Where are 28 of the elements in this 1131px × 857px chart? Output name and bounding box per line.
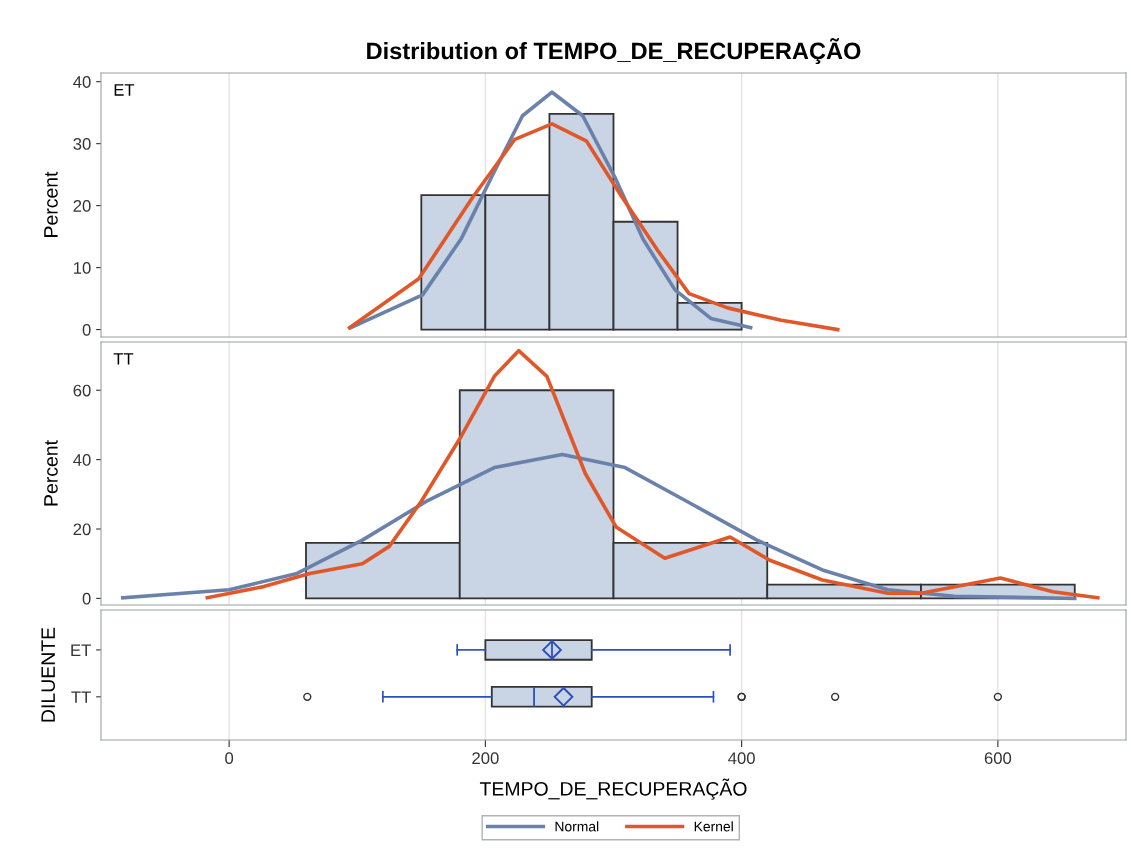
line-series	[120, 452, 1077, 601]
x-axis-title: TEMPO_DE_RECUPERAÇÃO	[479, 778, 747, 800]
y-tick-label: TT	[71, 691, 91, 703]
y-axis-title: Percent	[44, 171, 58, 237]
y-tick-label: 10	[74, 261, 91, 274]
line-series	[205, 348, 1100, 600]
y-tick-label: 0	[82, 592, 91, 605]
y-tick-label: 40	[73, 454, 91, 466]
y-tick-label: 20	[73, 200, 91, 212]
x-tick-label: 200	[472, 752, 499, 765]
line-series	[349, 90, 753, 330]
x-tick-label: 0	[225, 752, 234, 765]
y-tick-label: 20	[73, 523, 91, 536]
annotation: ET	[114, 84, 135, 96]
line-series	[347, 122, 840, 332]
x-tick-label: 600	[984, 752, 1012, 765]
x-tick-label: 400	[728, 752, 755, 765]
legend-label: Kernel	[694, 821, 733, 832]
legend-label: Normal	[555, 821, 599, 832]
y-tick-label: ET	[71, 644, 91, 656]
chart-title: Distribution of TEMPO_DE_RECUPERAÇÃO	[367, 38, 861, 65]
y-tick-label: 40	[73, 76, 91, 88]
annotation: TT	[113, 353, 134, 365]
y-axis-title: Percent	[44, 440, 58, 506]
y-axis-title: DILUENTE	[41, 627, 56, 722]
y-tick-label: 60	[73, 384, 91, 397]
y-tick-label: 0	[82, 323, 91, 336]
y-tick-label: 30	[73, 138, 91, 150]
